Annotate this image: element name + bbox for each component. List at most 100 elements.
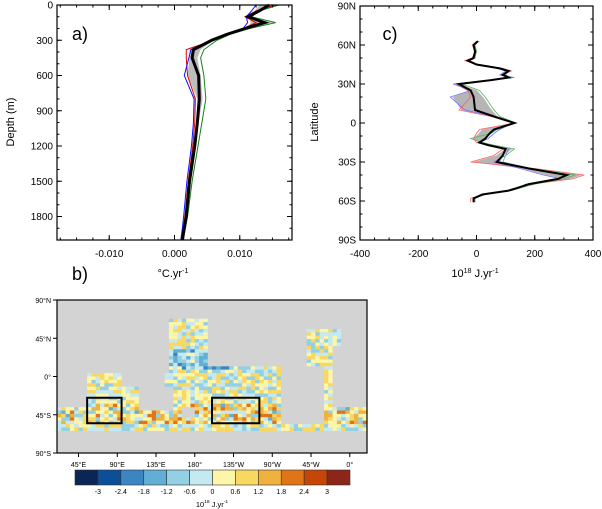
ocean-cell <box>354 427 359 431</box>
ocean-cell <box>173 332 178 336</box>
ocean-cell <box>138 417 144 421</box>
ocean-cell <box>190 356 195 360</box>
ocean-cell <box>181 359 187 363</box>
xlabel-c: 1018 J.yr-1 <box>451 267 498 280</box>
ocean-cell <box>87 393 92 397</box>
ocean-cell <box>181 366 187 370</box>
ocean-cell <box>130 400 135 404</box>
ocean-cell <box>237 369 243 374</box>
ocean-cell <box>246 390 251 394</box>
ocean-cell <box>91 390 96 394</box>
ocean-cell <box>194 386 200 391</box>
ocean-cell <box>151 427 157 431</box>
map-field <box>57 300 368 453</box>
ocean-cell <box>186 342 191 346</box>
ocean-cell <box>168 359 174 363</box>
ocean-cell <box>250 373 256 377</box>
ocean-cell <box>138 410 144 414</box>
ocean-cell <box>91 427 96 431</box>
ocean-cell <box>87 386 92 391</box>
ocean-cell <box>203 373 208 377</box>
ocean-cell <box>181 328 187 333</box>
ocean-cell <box>233 424 238 428</box>
ocean-cell <box>323 369 329 374</box>
ocean-cell <box>168 352 174 357</box>
ocean-cell <box>332 413 337 418</box>
ocean-cell <box>233 369 238 374</box>
ocean-cell <box>246 366 251 370</box>
ocean-cell <box>250 383 256 387</box>
ocean-cell <box>259 379 264 384</box>
ocean-cell <box>190 366 195 370</box>
ocean-cell <box>121 386 126 391</box>
ocean-cell <box>323 332 329 336</box>
ocean-cell <box>242 386 247 391</box>
ocean-cell <box>220 383 226 387</box>
ocean-cell <box>112 383 118 387</box>
ocean-cell <box>117 400 122 404</box>
ocean-cell <box>220 379 226 384</box>
ocean-cell <box>61 413 66 418</box>
ocean-cell <box>229 417 234 421</box>
ocean-cell <box>276 376 281 380</box>
ocean-cell <box>203 410 208 414</box>
ocean-cell <box>194 318 200 323</box>
ocean-cell <box>203 396 208 401</box>
ocean-cell <box>134 393 139 397</box>
ocean-cell <box>168 339 174 343</box>
ocean-cell <box>319 339 325 343</box>
ocean-cell <box>65 407 71 411</box>
ocean-cell <box>203 407 208 411</box>
ocean-cell <box>156 413 161 418</box>
ocean-cell <box>173 420 178 425</box>
ocean-cell <box>194 396 200 401</box>
xtick-label-b: 90°E <box>110 461 126 469</box>
ocean-cell <box>108 383 114 387</box>
ocean-cell <box>323 342 329 346</box>
ocean-cell <box>199 322 204 326</box>
ocean-cell <box>173 417 178 421</box>
ocean-cell <box>216 383 221 387</box>
ocean-cell <box>173 352 178 357</box>
colorbar-label: 3 <box>325 489 329 496</box>
ocean-cell <box>104 410 109 414</box>
ocean-cell <box>229 366 234 370</box>
ocean-cell <box>224 427 230 431</box>
ocean-cell <box>267 396 273 401</box>
ocean-cell <box>164 410 170 414</box>
ocean-cell <box>250 403 256 408</box>
ocean-cell <box>229 383 234 387</box>
ocean-cell <box>358 427 363 431</box>
ocean-cell <box>173 345 178 350</box>
ocean-cell <box>65 410 71 414</box>
ocean-cell <box>177 352 182 357</box>
ocean-cell <box>121 403 126 408</box>
ocean-cell <box>212 410 217 414</box>
ocean-cell <box>190 400 195 404</box>
ocean-cell <box>237 427 243 431</box>
region-box-indian <box>86 396 123 425</box>
ocean-cell <box>332 328 337 333</box>
ytick-label-c: 30N <box>338 80 356 91</box>
ocean-cell <box>224 376 230 380</box>
ytick-label-c: 0 <box>350 119 356 130</box>
ocean-cell <box>341 407 346 411</box>
ocean-cell <box>125 403 131 408</box>
ocean-cell <box>315 332 320 336</box>
ocean-cell <box>65 427 71 431</box>
ocean-cell <box>207 373 213 377</box>
ocean-cell <box>319 352 325 357</box>
ocean-cell <box>108 424 114 428</box>
ocean-cell <box>207 424 213 428</box>
ocean-cell <box>130 413 135 418</box>
ocean-cell <box>255 393 260 397</box>
ocean-cell <box>250 413 256 418</box>
ocean-cell <box>315 349 320 353</box>
ocean-cell <box>194 325 200 329</box>
ocean-cell <box>186 352 191 357</box>
ocean-cell <box>100 373 105 377</box>
ocean-cell <box>104 383 109 387</box>
ocean-cell <box>216 393 221 397</box>
ocean-cell <box>186 325 191 329</box>
